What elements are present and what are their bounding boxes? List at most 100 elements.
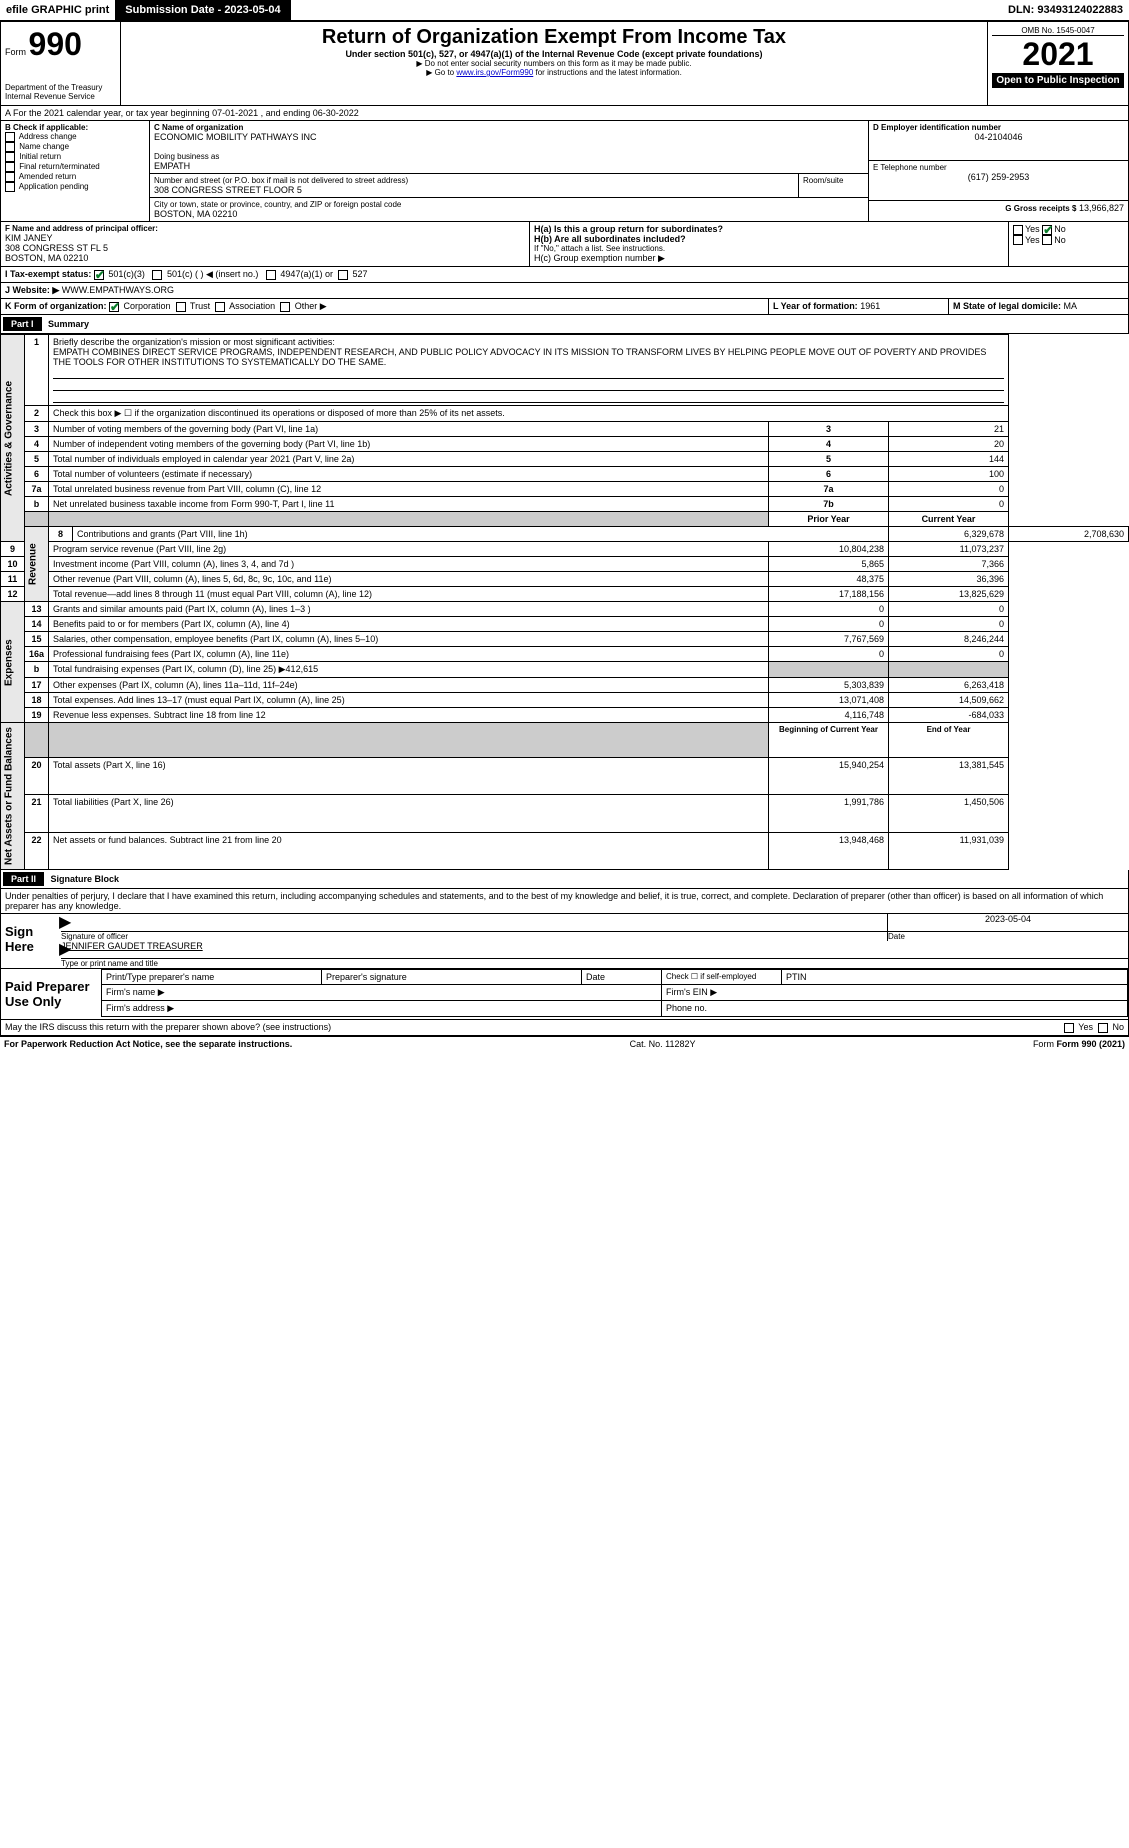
- table-row: 6Total number of volunteers (estimate if…: [1, 467, 1129, 482]
- discuss-no[interactable]: No: [1098, 1022, 1124, 1033]
- prior-val: [769, 662, 889, 678]
- row-text: Total liabilities (Part X, line 26): [49, 795, 769, 832]
- irs-label: Internal Revenue Service: [5, 92, 116, 101]
- hb-note: If "No," attach a list. See instructions…: [534, 244, 1004, 253]
- box-k-label: K Form of organization:: [5, 301, 107, 311]
- declaration: Under penalties of perjury, I declare th…: [0, 889, 1129, 914]
- cb-final-return[interactable]: Final return/terminated: [5, 162, 145, 172]
- cb-527[interactable]: [338, 270, 348, 280]
- row-text: Contributions and grants (Part VIII, lin…: [73, 527, 889, 542]
- discuss-yes[interactable]: Yes: [1064, 1022, 1093, 1033]
- table-row: 18Total expenses. Add lines 13–17 (must …: [1, 693, 1129, 708]
- cb-other[interactable]: [280, 302, 290, 312]
- cb-ha-no[interactable]: [1042, 225, 1052, 235]
- open-inspection: Open to Public Inspection: [992, 73, 1124, 88]
- row-text: Benefits paid to or for members (Part IX…: [49, 617, 769, 632]
- submission-date-button[interactable]: Submission Date - 2023-05-04: [115, 0, 290, 20]
- cb-ha-yes[interactable]: [1013, 225, 1023, 235]
- row-text: Other revenue (Part VIII, column (A), li…: [49, 572, 769, 587]
- form-ref-text: Form 990 (2021): [1056, 1039, 1125, 1049]
- cb-address-change[interactable]: Address change: [5, 132, 145, 142]
- website-row: J Website: ▶ WWW.EMPATHWAYS.ORG: [0, 283, 1129, 299]
- row-num: b: [25, 497, 49, 512]
- irs-link[interactable]: www.irs.gov/Form990: [456, 68, 533, 77]
- part2-label: Part II: [3, 872, 44, 886]
- year-formation: 1961: [860, 301, 880, 311]
- row-num: 13: [25, 602, 49, 617]
- opt-corp: Corporation: [124, 301, 171, 311]
- row-num: 20: [25, 757, 49, 794]
- officer-addr1: 308 CONGRESS ST FL 5: [5, 243, 525, 253]
- prior-val: 5,303,839: [769, 678, 889, 693]
- cb-501c3[interactable]: [94, 270, 104, 280]
- current-val: 13,825,629: [889, 587, 1009, 602]
- exempt-row: I Tax-exempt status: 501(c)(3) 501(c) ( …: [0, 267, 1129, 283]
- col-ptin: PTIN: [782, 970, 1128, 985]
- row-text: Revenue less expenses. Subtract line 18 …: [49, 708, 769, 723]
- current-val: 6,263,418: [889, 678, 1009, 693]
- table-row: 15Salaries, other compensation, employee…: [1, 632, 1129, 647]
- row-key: 7b: [769, 497, 889, 512]
- table-row: 7aTotal unrelated business revenue from …: [1, 482, 1129, 497]
- row-num: 18: [25, 693, 49, 708]
- current-val: 0: [889, 647, 1009, 662]
- cb-app-pending[interactable]: Application pending: [5, 182, 145, 192]
- opt-527: 527: [352, 269, 367, 279]
- row-num: 16a: [25, 647, 49, 662]
- no-label: No: [1054, 224, 1066, 234]
- current-val: 36,396: [889, 572, 1009, 587]
- current-val: 8,246,244: [889, 632, 1009, 647]
- cb-amended[interactable]: Amended return: [5, 172, 145, 182]
- cb-501c[interactable]: [152, 270, 162, 280]
- opt-other: Other ▶: [295, 301, 327, 311]
- prior-val: 13,071,408: [769, 693, 889, 708]
- website-value: WWW.EMPATHWAYS.ORG: [62, 285, 174, 295]
- hb-answer: Yes No: [1013, 235, 1124, 246]
- cb-initial-return[interactable]: Initial return: [5, 152, 145, 162]
- current-val: 0: [889, 602, 1009, 617]
- cb-assoc[interactable]: [215, 302, 225, 312]
- prior-val: 0: [769, 602, 889, 617]
- cb-trust[interactable]: [176, 302, 186, 312]
- officer-row: F Name and address of principal officer:…: [0, 222, 1129, 267]
- arrow-icon: ▶: [59, 912, 71, 932]
- begin-hdr: Beginning of Current Year: [769, 723, 889, 758]
- discuss-text: May the IRS discuss this return with the…: [5, 1022, 1064, 1033]
- cb-name-change[interactable]: Name change: [5, 142, 145, 152]
- cb-hb-yes[interactable]: [1013, 235, 1023, 245]
- sig-officer-label: Signature of officer: [61, 932, 887, 941]
- opt-trust: Trust: [190, 301, 210, 311]
- row-val: 21: [889, 422, 1009, 437]
- main-title: Return of Organization Exempt From Incom…: [125, 26, 983, 49]
- row-text: Total expenses. Add lines 13–17 (must eq…: [49, 693, 769, 708]
- row-text: Program service revenue (Part VIII, line…: [49, 542, 769, 557]
- table-row: bNet unrelated business taxable income f…: [1, 497, 1129, 512]
- cb-label: Name change: [19, 142, 69, 151]
- row-text: Other expenses (Part IX, column (A), lin…: [49, 678, 769, 693]
- tax-year: 2021: [992, 36, 1124, 73]
- phone-no: Phone no.: [662, 1001, 1128, 1017]
- row-text: Net unrelated business taxable income fr…: [49, 497, 769, 512]
- box-e-label: E Telephone number: [873, 163, 1124, 172]
- opt-assoc: Association: [229, 301, 275, 311]
- org-name: ECONOMIC MOBILITY PATHWAYS INC: [154, 132, 864, 142]
- box-l-label: L Year of formation:: [773, 301, 858, 311]
- row-num: 7a: [25, 482, 49, 497]
- note2-post: for instructions and the latest informat…: [533, 68, 682, 77]
- ha-text: H(a) Is this a group return for subordin…: [534, 224, 723, 234]
- form-header: Form 990 Department of the Treasury Inte…: [0, 21, 1129, 106]
- current-val: 1,450,506: [889, 795, 1009, 832]
- row-num: b: [25, 662, 49, 678]
- box-g-label: G Gross receipts $: [1005, 204, 1076, 213]
- prior-val: 4,116,748: [769, 708, 889, 723]
- row-val: 100: [889, 467, 1009, 482]
- mission-text: EMPATH COMBINES DIRECT SERVICE PROGRAMS,…: [53, 347, 986, 367]
- prior-val: 13,948,468: [769, 832, 889, 869]
- row-text: Number of independent voting members of …: [49, 437, 769, 452]
- prior-val: 1,991,786: [769, 795, 889, 832]
- cb-corp[interactable]: [109, 302, 119, 312]
- row-text: Total number of individuals employed in …: [49, 452, 769, 467]
- table-row: 17Other expenses (Part IX, column (A), l…: [1, 678, 1129, 693]
- prior-val: 15,940,254: [769, 757, 889, 794]
- cb-4947[interactable]: [266, 270, 276, 280]
